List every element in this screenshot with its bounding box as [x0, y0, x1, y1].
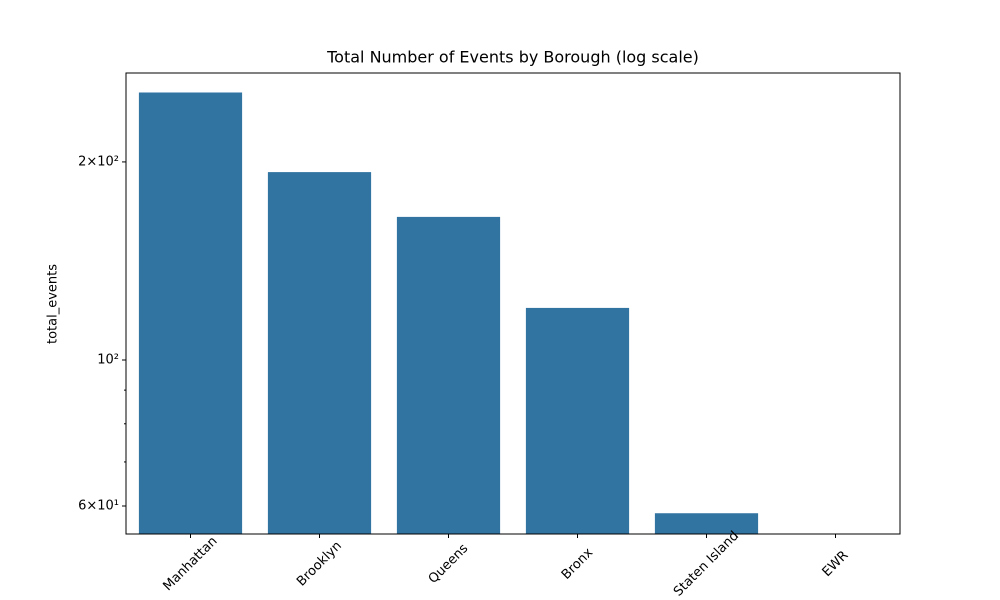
- x-tick-label: Bronx: [559, 545, 597, 583]
- x-tick-label: Brooklyn: [294, 539, 345, 590]
- bar: [525, 307, 630, 534]
- x-tick-label: Manhattan: [160, 534, 220, 594]
- bar: [396, 216, 501, 534]
- x-tick-label: Staten Island: [671, 528, 742, 599]
- x-tick-label: EWR: [820, 548, 852, 580]
- bar: [138, 92, 243, 535]
- y-axis-label: total_events: [46, 264, 61, 344]
- y-tick-label: 10²: [97, 353, 119, 368]
- bar: [654, 513, 759, 534]
- y-tick-label: 2×10²: [78, 154, 119, 169]
- chart-title: Total Number of Events by Borough (log s…: [326, 48, 699, 67]
- plot-frame: [125, 72, 901, 535]
- bar: [267, 172, 372, 534]
- x-tick-label: Queens: [426, 541, 472, 587]
- y-tick-label: 6×10¹: [78, 498, 119, 513]
